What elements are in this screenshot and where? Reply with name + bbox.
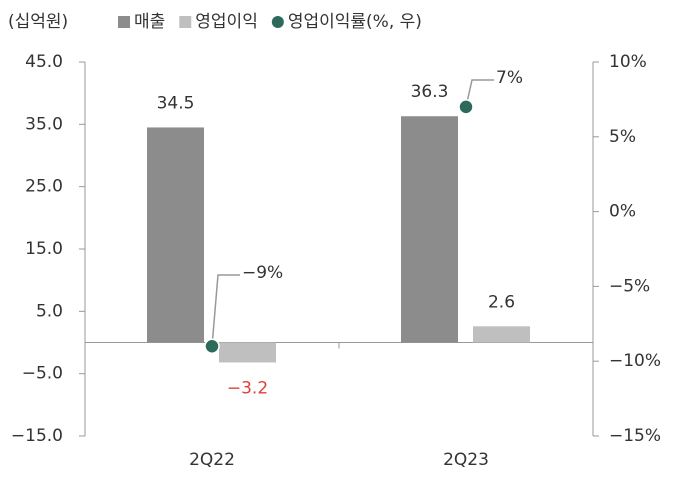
- y-tick-label: −15.0: [11, 426, 63, 446]
- y-tick-label: 45.0: [25, 52, 63, 72]
- x-tick-label: 2Q22: [189, 450, 235, 470]
- point: [204, 338, 220, 354]
- leader-line: [211, 274, 240, 347]
- y2-tick-label: 5%: [609, 127, 636, 147]
- y2-tick-label: −15%: [609, 426, 661, 446]
- legend-marker: [118, 16, 130, 28]
- point: [458, 99, 474, 115]
- y-tick-label: 15.0: [25, 239, 63, 259]
- legend-marker: [271, 16, 284, 28]
- data-label: 2.6: [488, 292, 515, 312]
- legend-label: 매출: [134, 12, 165, 32]
- data-label: 34.5: [157, 93, 195, 113]
- y2-tick-label: −5%: [609, 276, 650, 296]
- leader-line: [465, 79, 494, 108]
- bar: [147, 127, 204, 343]
- y-tick-label: 25.0: [25, 177, 63, 197]
- data-label: −9%: [242, 263, 283, 283]
- legend-label: 영업이익률(%, 우): [288, 12, 422, 32]
- data-label: 7%: [496, 68, 523, 88]
- y-tick-label: −5.0: [22, 364, 63, 384]
- y-tick-label: 5.0: [36, 301, 63, 321]
- unit-label: (십억원): [8, 12, 68, 32]
- y-tick-label: 35.0: [25, 114, 63, 134]
- y2-tick-label: −10%: [609, 351, 661, 371]
- legend-marker: [179, 16, 192, 28]
- data-label: −3.2: [227, 378, 268, 398]
- x-tick-label: 2Q23: [443, 450, 489, 470]
- y2-tick-label: 10%: [609, 52, 647, 72]
- bar: [401, 116, 458, 343]
- bar: [219, 342, 276, 363]
- data-label: 36.3: [411, 82, 449, 102]
- y2-tick-label: 0%: [609, 202, 636, 222]
- bar: [473, 326, 530, 343]
- legend-label: 영업이익: [195, 12, 258, 32]
